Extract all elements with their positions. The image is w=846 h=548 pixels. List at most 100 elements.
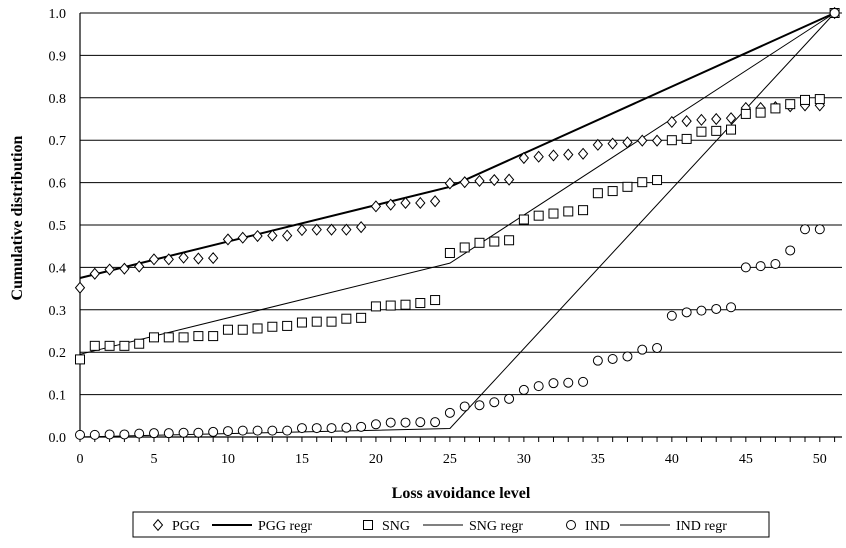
data-point-sng <box>75 354 85 365</box>
data-point-ind <box>607 353 618 364</box>
tick-labels: 0.0 0.1 0.2 0.3 0.4 0.5 0.6 0.7 0.8 0.9 1.0 0 5 10 15 2… <box>49 7 827 467</box>
data-point-sng <box>148 332 159 343</box>
data-point-ind <box>89 429 100 440</box>
data-point-ind <box>163 428 174 439</box>
data-point-sng <box>89 340 100 351</box>
data-point-ind <box>178 427 189 438</box>
data-point-sng <box>134 338 145 349</box>
x-tick-label: 10 <box>221 452 235 467</box>
data-point-pgg <box>533 150 544 163</box>
data-point-sng <box>696 126 707 137</box>
data-point-ind <box>711 303 722 314</box>
data-point-ind <box>652 342 663 353</box>
series-ind <box>75 8 840 440</box>
data-point-ind <box>326 423 337 434</box>
data-point-pgg <box>548 149 559 162</box>
y-tick-label: 0.1 <box>49 389 67 404</box>
data-point-ind <box>755 261 766 272</box>
data-point-ind <box>237 425 248 436</box>
data-point-pgg <box>237 231 248 244</box>
data-point-sng <box>578 205 589 216</box>
y-tick-label: 0.7 <box>49 134 67 149</box>
data-point-sng <box>800 94 811 105</box>
x-tick-label: 25 <box>443 452 457 467</box>
data-point-pgg <box>385 198 396 211</box>
data-point-ind <box>785 245 796 256</box>
regression-line-pgg-regr <box>79 12 836 279</box>
data-point-sng <box>296 317 307 328</box>
data-point-pgg <box>326 223 337 236</box>
data-point-ind <box>222 426 233 437</box>
data-point-ind <box>400 417 411 428</box>
data-point-sng <box>533 210 544 221</box>
data-point-sng <box>237 324 248 335</box>
data-point-ind <box>637 344 648 355</box>
data-point-sng <box>459 242 470 253</box>
data-point-pgg <box>696 113 707 126</box>
data-point-pgg <box>503 173 515 186</box>
data-point-sng <box>518 214 529 225</box>
data-point-ind <box>800 224 811 235</box>
data-point-pgg <box>193 252 204 265</box>
legend-items: PGG PGG regr SNG SNG regr IND IND regr <box>152 518 727 534</box>
data-point-sng <box>637 177 648 188</box>
data-point-ind <box>578 376 589 387</box>
data-point-pgg <box>607 137 618 150</box>
x-tick-label: 50 <box>813 452 827 467</box>
data-point-pgg <box>370 200 382 213</box>
legend-label: PGG regr <box>258 519 312 534</box>
data-point-sng <box>311 316 322 327</box>
data-point-sng <box>504 235 515 246</box>
data-point-ind <box>474 400 485 411</box>
data-point-sng <box>711 125 722 136</box>
data-point-sng <box>178 332 189 343</box>
data-point-sng <box>622 181 633 192</box>
data-point-ind <box>296 423 307 434</box>
regression-line-ind-regr <box>79 12 835 438</box>
y-tick-label: 0.2 <box>49 346 67 361</box>
data-point-sng <box>193 331 204 342</box>
y-tick-label: 1.0 <box>49 7 67 22</box>
x-tick-label: 20 <box>369 452 383 467</box>
data-point-sng <box>770 103 781 114</box>
data-point-pgg <box>296 224 308 237</box>
data-point-sng <box>385 300 396 311</box>
data-point-sng <box>119 340 130 351</box>
data-point-ind <box>252 425 263 436</box>
legend: PGG PGG regr SNG SNG regr IND IND regr <box>132 511 770 538</box>
data-point-pgg <box>252 229 263 243</box>
data-point-sng <box>444 247 455 258</box>
data-point-ind <box>148 428 159 439</box>
data-point-ind <box>563 377 574 388</box>
data-point-sng <box>607 186 618 197</box>
data-point-ind <box>726 302 737 313</box>
data-point-ind <box>770 259 781 270</box>
data-point-pgg <box>429 195 441 208</box>
data-point-sng <box>592 188 603 199</box>
data-point-pgg <box>208 251 219 265</box>
data-point-pgg <box>474 174 485 187</box>
data-point-pgg <box>104 263 115 276</box>
legend-marker-ind <box>566 520 576 530</box>
data-point-ind <box>829 8 840 18</box>
data-point-ind <box>622 351 633 362</box>
y-tick-label: 0.9 <box>49 49 67 64</box>
data-point-pgg <box>592 138 604 151</box>
x-tick-label: 30 <box>517 452 531 467</box>
data-point-sng <box>400 299 411 310</box>
data-point-ind <box>681 307 692 318</box>
y-axis-title: Cumulative distribution <box>9 135 26 300</box>
data-point-sng <box>163 332 174 343</box>
legend-label: SNG regr <box>469 519 523 534</box>
data-point-sng <box>563 206 574 217</box>
data-point-sng <box>489 236 500 247</box>
data-point-ind <box>193 427 204 438</box>
data-point-ind <box>356 421 367 432</box>
legend-marker-pgg <box>152 518 164 532</box>
data-point-sng <box>252 323 263 334</box>
data-point-pgg <box>119 262 130 275</box>
series-sng <box>75 8 840 365</box>
data-point-ind <box>489 397 500 408</box>
data-point-sng <box>666 135 677 146</box>
